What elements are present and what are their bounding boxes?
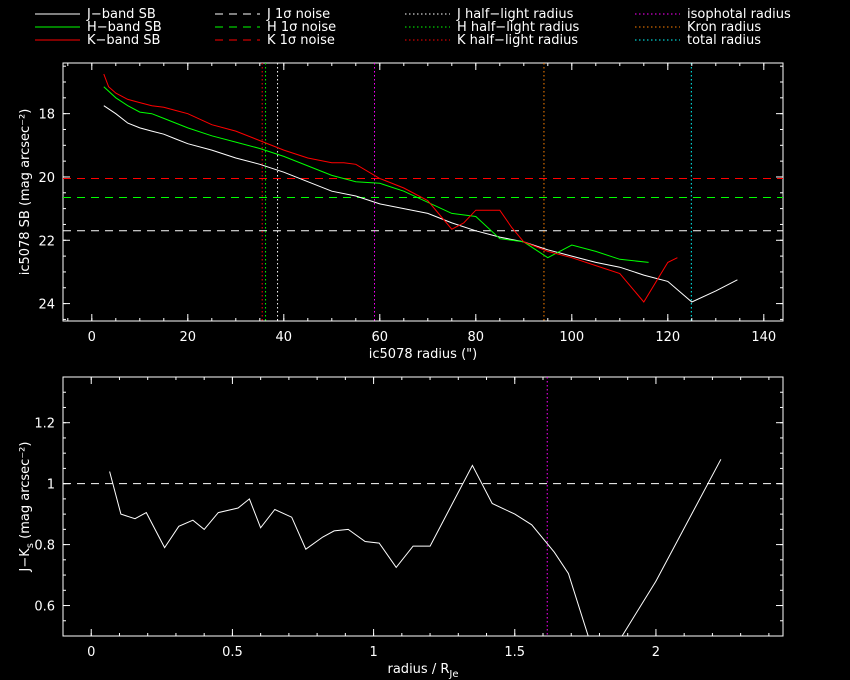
legend-label-k-1-noise: K 1σ noise [267, 33, 335, 48]
y-tick-label: 22 [38, 234, 55, 249]
legend-label-j-1-noise: J 1σ noise [266, 7, 330, 22]
sb-profile-panel: 0 20 40 60 80 100 120 140 18 20 22 24 ic5078 radius … [18, 62, 784, 362]
series-h-band-sb [103, 86, 649, 263]
legend-label-total-radius: total radius [687, 33, 761, 48]
y-tick-label: 1 [47, 478, 55, 493]
legend-label-h-1-noise: H 1σ noise [267, 20, 336, 35]
legend-label-j-half-light-radius: J half−light radius [456, 7, 574, 22]
plot-frame [62, 376, 784, 637]
plot-frame [62, 62, 784, 322]
y-tick-label: 18 [38, 108, 55, 123]
legend-label-k-band-sb: K−band SB [87, 33, 160, 48]
series-j-k-color [109, 459, 722, 636]
y-tick-label: 24 [38, 298, 55, 313]
legend-label-kron-radius: Kron radius [687, 20, 761, 35]
x-axis-label: radius / RJe [388, 662, 459, 680]
series-k-band-sb [103, 73, 678, 303]
plot-area [63, 377, 783, 636]
x-tick-label: 60 [372, 330, 389, 345]
x-tick-label: 0 [87, 645, 95, 660]
y-axis-label: J−Ks (mag arcsec⁻²) [18, 442, 36, 573]
color-profile-panel: 0 0.5 1 1.5 2 0.6 0.8 1 1.2 radius / RJe J−Ks (mag… [18, 376, 784, 680]
x-tick-label: 100 [559, 330, 584, 345]
x-tick-label: 1.5 [504, 645, 525, 660]
x-tick-label: 80 [468, 330, 485, 345]
series-j-band-sb [103, 105, 738, 303]
x-tick-label: 1 [369, 645, 377, 660]
x-tick-label: 20 [180, 330, 197, 345]
legend-label-k-half-light-radius: K half−light radius [457, 33, 578, 48]
y-axis-label: ic5078 SB (mag arcsec⁻²) [18, 109, 33, 276]
x-axis-label: ic5078 radius (") [369, 347, 477, 362]
legend-label-isophotal-radius: isophotal radius [687, 7, 791, 22]
legend-label-h-half-light-radius: H half−light radius [457, 20, 580, 35]
x-tick-label: 120 [655, 330, 680, 345]
x-tick-label: 2 [652, 645, 660, 660]
x-tick-label: 0 [88, 330, 96, 345]
x-tick-label: 40 [276, 330, 293, 345]
y-tick-label: 0.8 [34, 539, 55, 554]
y-tick-label: 0.6 [34, 600, 55, 615]
legend-label-h-band-sb: H−band SB [87, 20, 162, 35]
x-tick-label: 140 [751, 330, 776, 345]
y-tick-label: 20 [38, 171, 55, 186]
x-tick-label: 0.5 [222, 645, 243, 660]
legend-label-j-band-sb: J−band SB [86, 7, 156, 22]
plot-area [63, 63, 783, 321]
y-tick-label: 1.2 [34, 417, 55, 432]
